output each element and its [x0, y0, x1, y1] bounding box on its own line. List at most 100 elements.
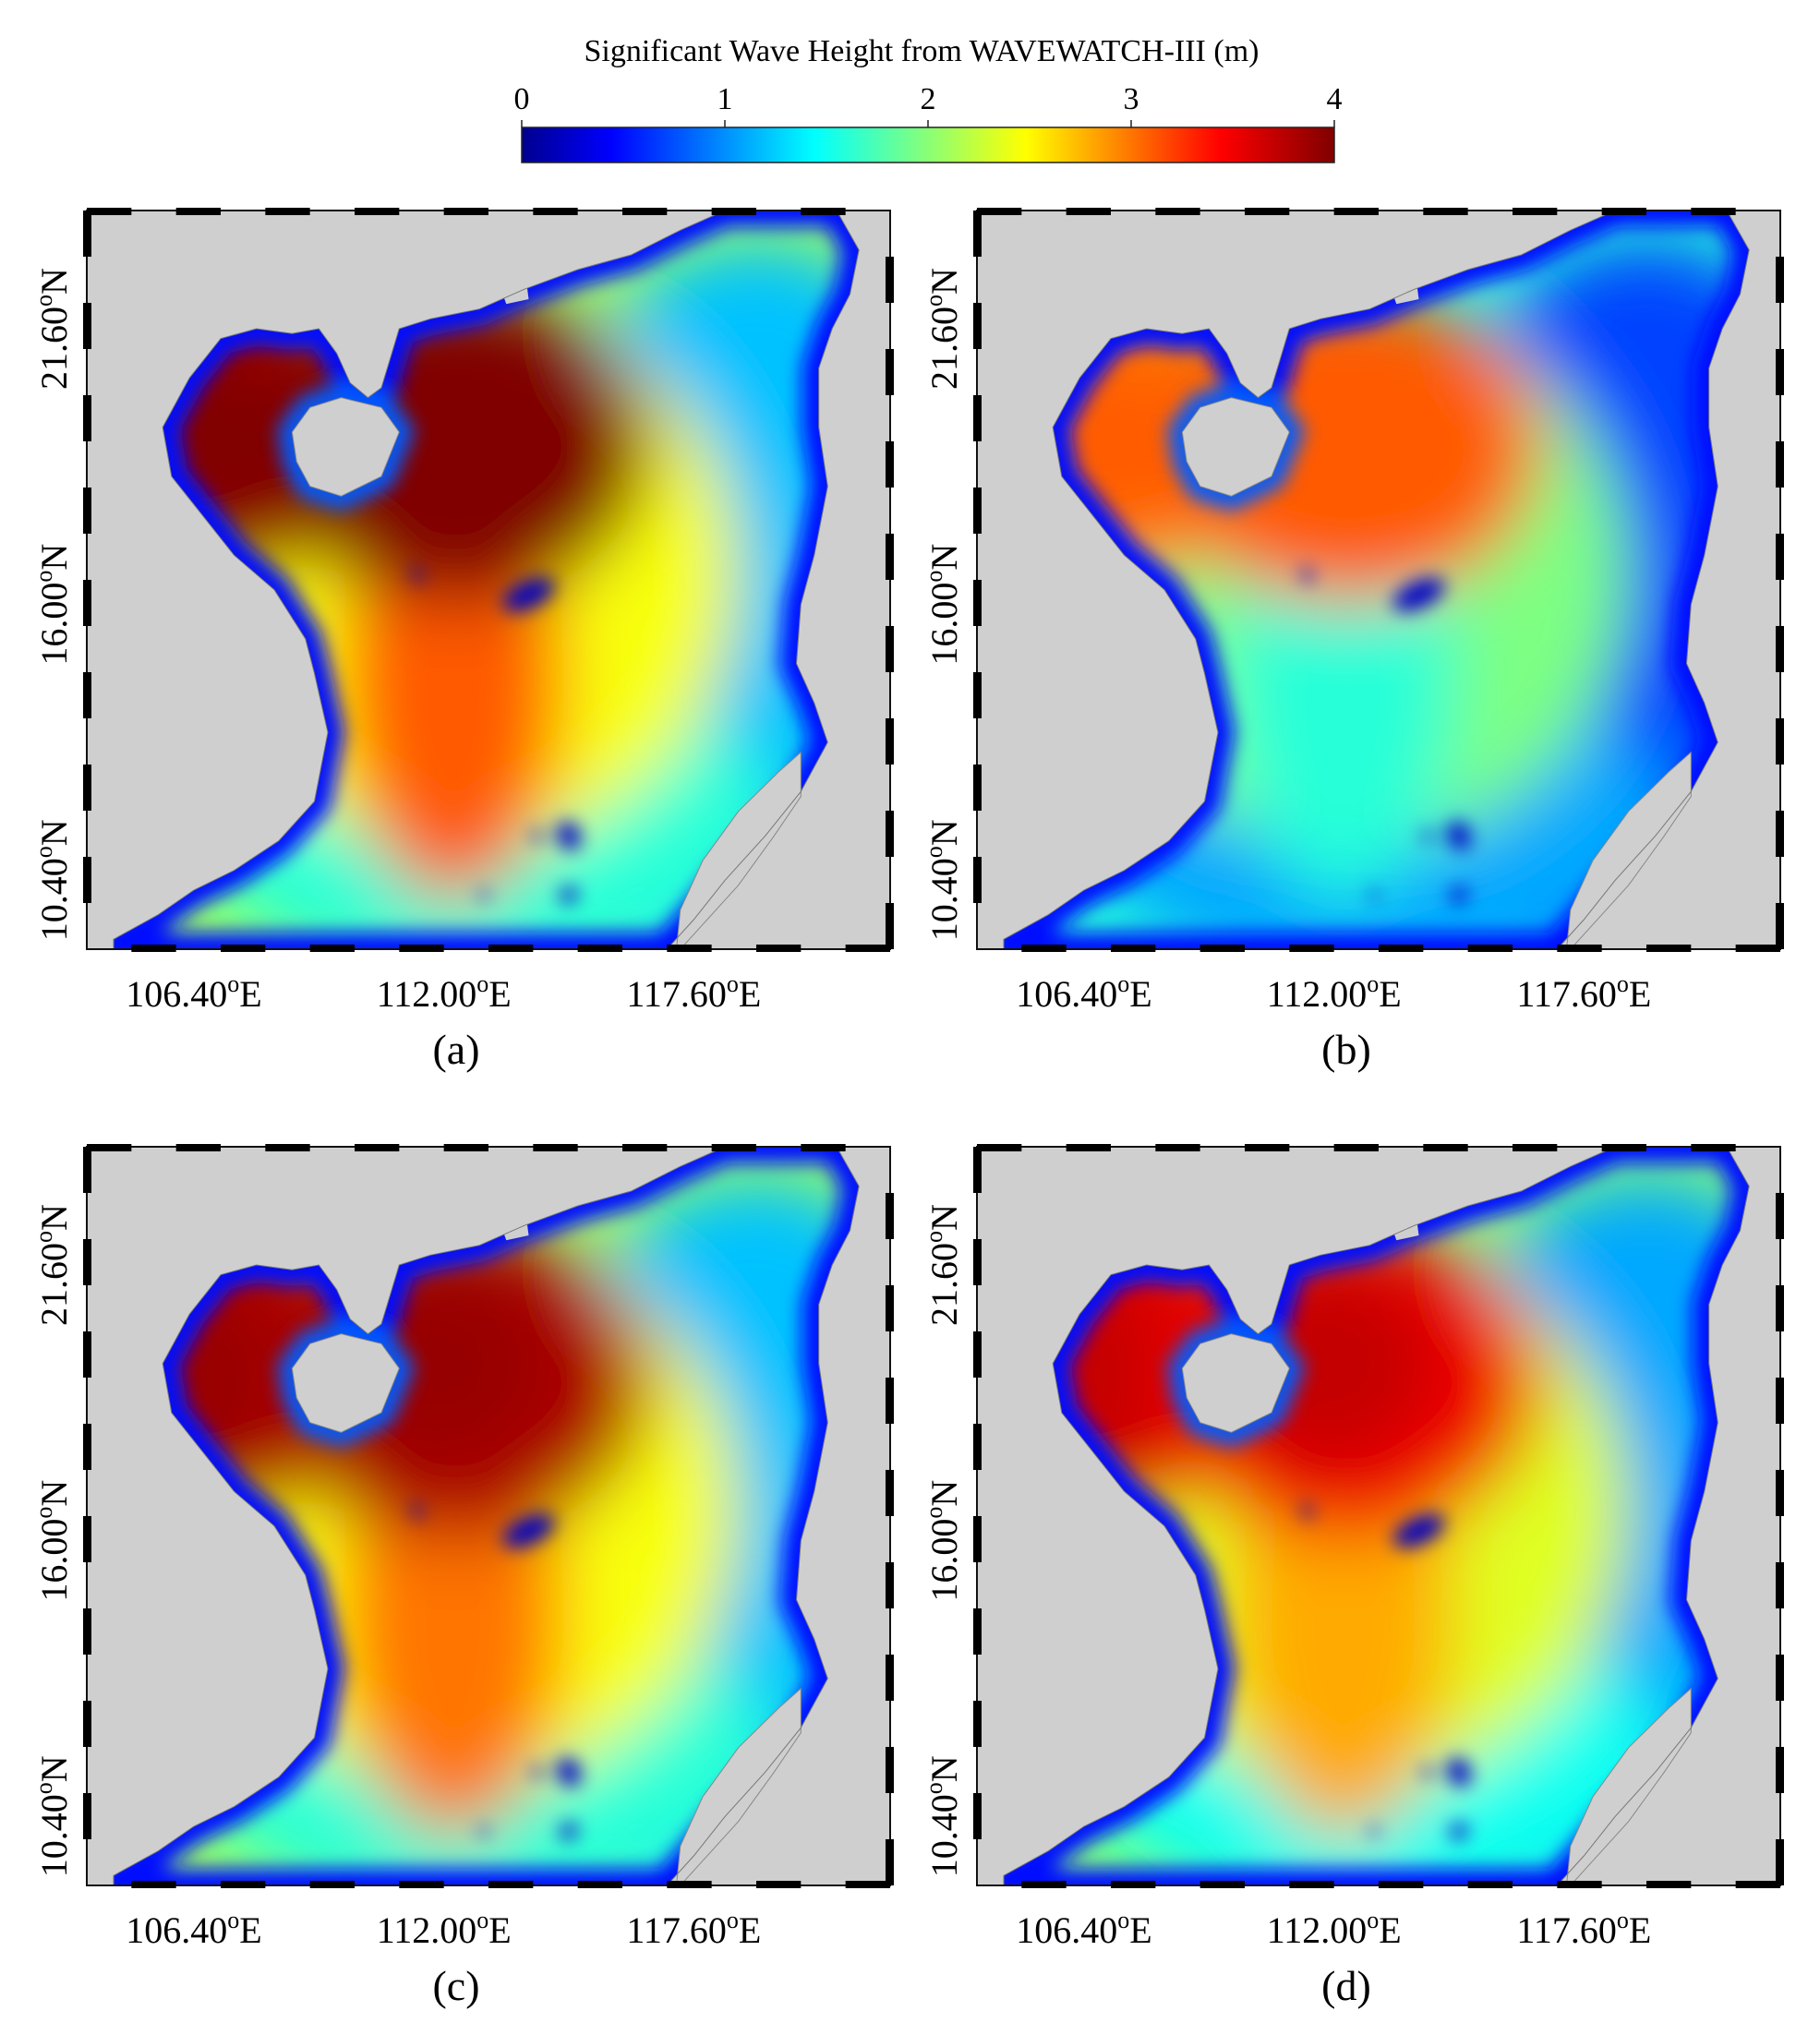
y-tick-label: 16.00oN	[30, 1480, 75, 1602]
frame-dash-bottom	[1289, 945, 1334, 952]
panel-label: (d)	[1321, 1962, 1371, 2009]
frame-dash-right	[886, 1839, 894, 1885]
x-tick-label: 117.60oE	[1516, 1907, 1651, 1951]
reef-small	[479, 1826, 489, 1836]
y-tick-label: 21.60oN	[921, 268, 965, 390]
frame-dash-right	[1776, 626, 1784, 672]
frame-dash-top	[711, 1144, 756, 1151]
frame-dash-right	[1776, 534, 1784, 580]
reef-islet	[1301, 567, 1313, 584]
frame-dash-bottom	[399, 1881, 444, 1888]
frame-dash-left	[973, 1516, 982, 1562]
frame-dash-right	[886, 903, 894, 949]
x-tick-label: 106.40oE	[1016, 970, 1151, 1015]
reef-small	[479, 890, 489, 900]
frame-dash-left	[83, 1147, 91, 1193]
frame-dash-top	[1513, 208, 1558, 215]
frame-dash-right	[886, 1193, 894, 1239]
frame-dash-bottom	[488, 1881, 534, 1888]
frame-dash-left	[83, 857, 91, 903]
frame-dash-left	[83, 303, 91, 349]
frame-dash-bottom	[1735, 945, 1780, 952]
frame-dash-left	[973, 1793, 982, 1839]
frame-dash-top	[1601, 208, 1646, 215]
frame-dash-right	[1776, 1285, 1784, 1331]
frame-dash-left	[83, 1239, 91, 1285]
frame-dash-left	[973, 1608, 982, 1655]
x-tick-label: 106.40oE	[126, 970, 261, 1015]
frame-dash-right	[886, 441, 894, 488]
frame-dash-bottom	[1467, 1881, 1513, 1888]
frame-dash-right	[1776, 718, 1784, 765]
frame-dash-top	[443, 208, 488, 215]
reef-spratly-south	[1450, 886, 1468, 903]
frame-dash-left	[973, 303, 982, 349]
frame-dash-bottom	[399, 945, 444, 952]
panel-label: (a)	[432, 1026, 479, 1073]
y-tick-label: 21.60oN	[30, 268, 75, 390]
frame-dash-left	[973, 1424, 982, 1470]
palawan-island	[676, 751, 802, 949]
frame-dash-left	[83, 1608, 91, 1655]
reef-islet	[411, 567, 423, 584]
x-tick-label: 112.00oE	[1267, 1907, 1402, 1951]
frame-dash-bottom	[1289, 1881, 1334, 1888]
frame-dash-top	[87, 208, 132, 215]
x-tick-label: 112.00oE	[377, 1907, 512, 1951]
x-tick-label: 112.00oE	[1267, 970, 1402, 1015]
reef-spratly-south	[1450, 1823, 1468, 1839]
frame-dash-top	[1155, 208, 1200, 215]
frame-dash-top	[1245, 208, 1290, 215]
frame-dash-bottom	[1646, 1881, 1692, 1888]
x-tick-label: 106.40oE	[1016, 1907, 1151, 1951]
pearl-river-delta	[497, 264, 529, 305]
frame-dash-right	[886, 1562, 894, 1608]
frame-dash-right	[1776, 257, 1784, 303]
y-tick-label: 10.40oN	[30, 819, 75, 941]
frame-dash-top	[265, 1144, 310, 1151]
frame-dash-top	[801, 1144, 846, 1151]
frame-dash-bottom	[577, 945, 622, 952]
frame-dash-top	[711, 208, 756, 215]
frame-dash-bottom	[845, 1881, 890, 1888]
frame-dash-right	[1776, 1470, 1784, 1516]
colorbar-bar	[521, 126, 1335, 163]
frame-dash-top	[1601, 1144, 1646, 1151]
reef-islet	[1301, 1503, 1313, 1520]
reef-spratly-south	[560, 1823, 578, 1839]
frame-dash-bottom	[488, 945, 534, 952]
coastline	[1003, 1147, 1750, 1885]
frame-dash-left	[973, 1147, 982, 1193]
x-tick-label: 112.00oE	[377, 970, 512, 1015]
frame-dash-top	[977, 208, 1022, 215]
frame-dash-bottom	[667, 945, 712, 952]
panel-label: (b)	[1321, 1026, 1371, 1073]
frame-dash-right	[1776, 1193, 1784, 1239]
reef-small	[1369, 1826, 1380, 1836]
coastline	[113, 1147, 860, 1885]
frame-dash-left	[973, 211, 982, 257]
frame-dash-left	[83, 1331, 91, 1378]
frame-dash-bottom	[1111, 945, 1156, 952]
frame-dash-left	[973, 488, 982, 534]
mindoro-island	[827, 722, 882, 801]
frame-dash-top	[1333, 1144, 1379, 1151]
x-tick-label: 117.60oE	[1516, 970, 1651, 1015]
colorbar-title: Significant Wave Height from WAVEWATCH-I…	[585, 34, 1260, 68]
frame-dash-bottom	[1379, 945, 1424, 952]
mindoro-island	[1718, 1658, 1772, 1738]
frame-dash-left	[83, 1424, 91, 1470]
frame-dash-top	[1513, 1144, 1558, 1151]
frame-dash-right	[886, 626, 894, 672]
frame-dash-bottom	[1735, 1881, 1780, 1888]
frame-dash-left	[973, 1701, 982, 1747]
map-panel: 106.40oE 112.00oE 117.60oE 10.40oN 16.00oN 21…	[30, 1144, 894, 2009]
reef-spratly-north	[1447, 1757, 1471, 1787]
colorbar: Significant Wave Height from WAVEWATCH-I…	[514, 34, 1343, 163]
palawan-island	[676, 1687, 802, 1885]
frame-dash-right	[1776, 349, 1784, 395]
map-panels: 106.40oE 112.00oE 117.60oE 10.40oN 16.00oN 21…	[30, 208, 1784, 2009]
frame-dash-left	[973, 395, 982, 441]
frame-dash-bottom	[1021, 945, 1067, 952]
frame-dash-right	[1776, 903, 1784, 949]
